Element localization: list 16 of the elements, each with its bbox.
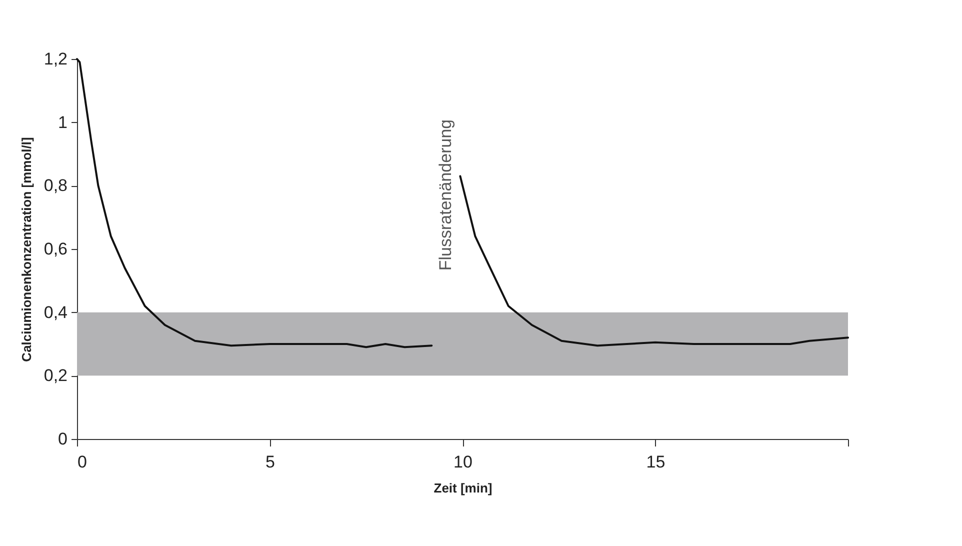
x-tick-label: 5 — [266, 452, 275, 472]
y-tick-label: 1 — [58, 112, 68, 132]
x-tick-label: 15 — [646, 452, 666, 472]
y-tick-label: 1,2 — [44, 50, 68, 68]
x-tick-label: 0 — [78, 452, 87, 472]
x-tick-label: 10 — [454, 452, 472, 472]
y-tick-label: 0,4 — [44, 302, 68, 322]
y-tick-label: 0,2 — [44, 366, 68, 386]
line-series — [459, 175, 849, 347]
y-tick-label: 0 — [58, 430, 68, 448]
y-tick-label: 0,6 — [44, 240, 68, 258]
y-axis-title: Calciumionenkonzentration [mmol/l] — [18, 137, 34, 362]
x-axis-title: Zeit [min] — [434, 480, 492, 496]
line-series — [76, 58, 433, 348]
y-tick-label: 0,8 — [44, 176, 68, 196]
annotation: Flussratenänderung — [436, 119, 455, 271]
